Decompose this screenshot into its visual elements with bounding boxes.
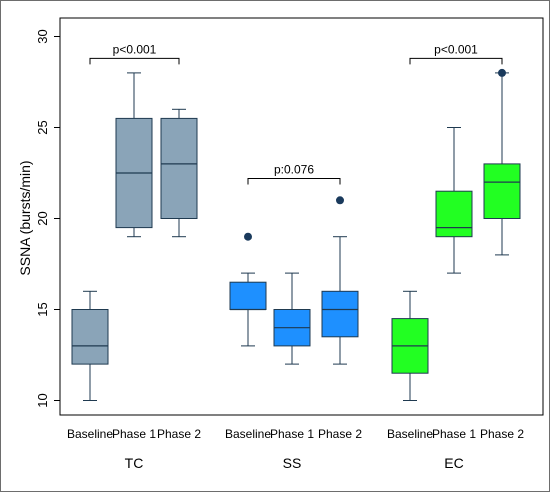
bracket-line — [89, 57, 180, 65]
y-axis-label: SSNA (bursts/min) — [17, 160, 33, 275]
box-iqr — [71, 309, 109, 365]
y-tick-label: 20 — [35, 211, 50, 225]
y-axis: 10 15 20 25 30 — [35, 29, 60, 408]
category-label: Phase 2 — [157, 427, 201, 441]
outlier-point — [244, 232, 252, 241]
category-label: Phase 1 — [112, 427, 156, 441]
bracket-line — [247, 177, 341, 185]
box-ec-baseline — [391, 290, 429, 401]
p-value-label: p<0.001 — [434, 42, 478, 56]
box-ec-phase-1 — [435, 127, 473, 274]
category-label: Baseline — [387, 427, 433, 441]
box-iqr — [483, 163, 521, 219]
category-label: Baseline — [67, 427, 113, 441]
group-label: EC — [444, 455, 463, 471]
group-label: TC — [125, 455, 144, 471]
p-value-label: p<0.001 — [113, 42, 157, 56]
box-iqr — [160, 117, 198, 219]
box-tc-phase-2 — [160, 108, 198, 238]
box-series — [71, 68, 521, 401]
category-label: Phase 2 — [480, 427, 524, 441]
box-ss-phase-1 — [273, 272, 311, 365]
category-label: Phase 1 — [270, 427, 314, 441]
box-ec-phase-2 — [483, 68, 521, 256]
significance-bracket: p:0.076 — [247, 162, 341, 185]
y-tick-label: 15 — [35, 302, 50, 316]
group-label: SS — [283, 455, 302, 471]
significance-bracket: p<0.001 — [89, 42, 180, 65]
outlier-point — [336, 196, 344, 205]
category-label: Phase 1 — [432, 427, 476, 441]
category-label: Phase 2 — [318, 427, 362, 441]
box-ss-phase-2 — [321, 196, 359, 365]
box-tc-phase-1 — [115, 72, 153, 238]
box-iqr — [435, 190, 473, 238]
annotations: p<0.001 p:0.076 p<0.001 — [89, 42, 503, 185]
outlier-point — [498, 68, 506, 77]
box-iqr — [229, 281, 267, 311]
y-tick-label: 10 — [35, 393, 50, 407]
box-tc-baseline — [71, 290, 109, 401]
box-iqr — [321, 290, 359, 338]
bracket-line — [409, 57, 503, 65]
category-label: Baseline — [225, 427, 271, 441]
significance-bracket: p<0.001 — [409, 42, 503, 65]
box-ss-baseline — [229, 232, 267, 347]
p-value-label: p:0.076 — [274, 162, 314, 176]
y-tick-label: 25 — [35, 120, 50, 134]
y-tick-label: 30 — [35, 29, 50, 43]
